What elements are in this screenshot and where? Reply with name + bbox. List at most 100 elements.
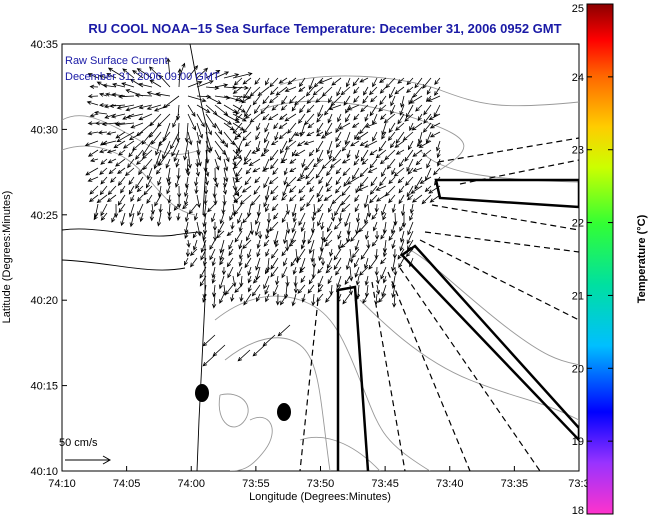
current-vector <box>338 122 351 130</box>
current-vector <box>239 194 252 205</box>
current-vector <box>363 194 369 209</box>
current-vector <box>397 248 405 260</box>
current-vector <box>232 104 246 113</box>
current-vector <box>237 349 251 362</box>
current-vector <box>221 266 226 276</box>
current-vector <box>280 293 288 306</box>
current-vector <box>285 239 290 252</box>
current-vector <box>398 185 405 194</box>
current-vector <box>394 140 405 148</box>
current-vector <box>252 95 261 106</box>
current-vector <box>411 194 423 203</box>
current-vector <box>171 140 180 157</box>
current-vector <box>281 212 288 224</box>
current-vector <box>100 158 108 165</box>
current-vector <box>354 257 360 268</box>
current-vector <box>253 104 261 115</box>
current-vector <box>301 293 306 303</box>
current-vector <box>260 104 270 115</box>
current-vector <box>187 113 196 131</box>
current-vector <box>297 284 306 294</box>
current-vector <box>345 113 351 123</box>
current-vector <box>288 194 297 202</box>
current-vector <box>323 230 333 243</box>
current-vector <box>223 167 229 183</box>
current-vector <box>310 248 315 263</box>
current-vector <box>350 230 360 242</box>
current-vector <box>263 275 270 290</box>
current-vector <box>280 104 288 111</box>
current-vector <box>364 140 378 148</box>
current-vector <box>142 158 153 171</box>
current-vector <box>146 104 162 110</box>
current-vector <box>381 122 387 136</box>
scale-arrow-head <box>102 455 112 465</box>
current-vector <box>120 212 126 227</box>
current-vector <box>423 113 432 124</box>
current-vector <box>270 140 279 146</box>
current-vector <box>211 212 216 223</box>
current-vector <box>407 239 414 251</box>
current-vector <box>268 176 279 185</box>
current-vector <box>406 185 414 198</box>
current-vector <box>251 284 261 297</box>
current-vector <box>376 194 387 202</box>
current-vector <box>274 131 279 141</box>
current-vector <box>110 176 117 183</box>
current-vector <box>89 84 99 89</box>
current-vector <box>369 194 378 204</box>
current-vector <box>232 158 237 167</box>
current-vector <box>345 257 351 271</box>
y-axis-label: Latitude (Degrees:Minutes) <box>1 191 13 324</box>
current-vector <box>136 194 144 202</box>
current-vector <box>328 95 333 104</box>
current-vector <box>237 212 243 225</box>
current-vector <box>232 140 241 153</box>
current-vector <box>262 95 270 105</box>
current-vector <box>166 57 171 79</box>
current-vector <box>355 149 360 160</box>
current-vector <box>238 257 243 267</box>
current-vector <box>106 194 117 203</box>
colorbar-ticks: 25 24 23 22 21 20 19 18 <box>572 3 613 517</box>
current-vector <box>399 104 405 116</box>
current-vector <box>196 131 202 145</box>
current-vector <box>294 131 306 137</box>
current-vector <box>369 149 378 156</box>
current-vector <box>115 158 126 167</box>
current-vector <box>379 176 387 187</box>
current-vector <box>364 113 369 122</box>
current-vector <box>242 239 252 250</box>
current-vector <box>271 203 279 212</box>
current-vector <box>289 158 297 164</box>
current-vector <box>320 221 325 231</box>
current-vector <box>241 95 252 104</box>
current-vector <box>324 239 333 247</box>
x-tick-label: 74:00 <box>177 478 205 490</box>
current-vector <box>262 334 276 347</box>
current-vector <box>309 185 315 193</box>
current-vector <box>335 131 342 143</box>
current-vector <box>264 131 270 144</box>
current-vector <box>202 293 207 303</box>
current-vector <box>222 176 227 188</box>
current-vector <box>205 113 217 129</box>
current-vector <box>366 239 371 250</box>
current-vector <box>364 275 369 286</box>
current-vector <box>232 85 249 90</box>
current-vector <box>205 122 212 136</box>
x-tick-label: 73:50 <box>307 478 335 490</box>
current-vector <box>89 113 99 118</box>
radar-beams <box>336 178 579 471</box>
current-vector <box>254 176 261 184</box>
current-vector <box>326 167 333 177</box>
current-vector <box>138 113 153 121</box>
current-vector <box>260 149 270 157</box>
current-vector <box>293 284 299 294</box>
current-vector <box>256 248 261 258</box>
current-vector <box>106 73 117 79</box>
current-vector <box>299 203 306 212</box>
current-vector <box>308 149 315 157</box>
current-vector <box>400 203 406 217</box>
